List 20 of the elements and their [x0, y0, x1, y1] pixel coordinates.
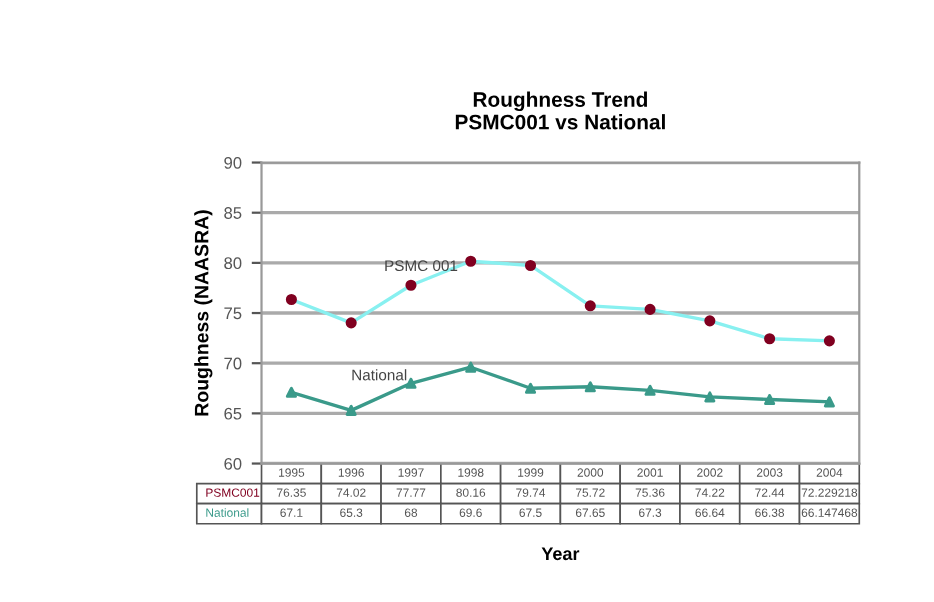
point — [764, 393, 776, 406]
y-tick-label: 85 — [224, 207, 242, 219]
point — [465, 361, 477, 373]
y-tick-label: 90 — [224, 156, 242, 169]
point — [823, 396, 835, 408]
point — [524, 382, 537, 394]
point — [704, 391, 716, 403]
y-axis-title: Roughness (NAASRA) — [194, 210, 213, 416]
chart-title: Roughness Trend PSMC001 vs National — [455, 91, 665, 130]
point — [285, 386, 297, 398]
point — [584, 381, 596, 393]
y-tick-label: 60 — [224, 457, 242, 470]
point — [644, 384, 656, 396]
x-axis-title: Year — [541, 547, 580, 561]
point — [405, 377, 417, 389]
y-tick-label: 65 — [224, 407, 242, 420]
y-tick-label: 70 — [224, 357, 242, 370]
y-tick-label: 75 — [224, 307, 242, 320]
point — [345, 404, 357, 416]
y-tick-label: 80 — [224, 257, 242, 270]
